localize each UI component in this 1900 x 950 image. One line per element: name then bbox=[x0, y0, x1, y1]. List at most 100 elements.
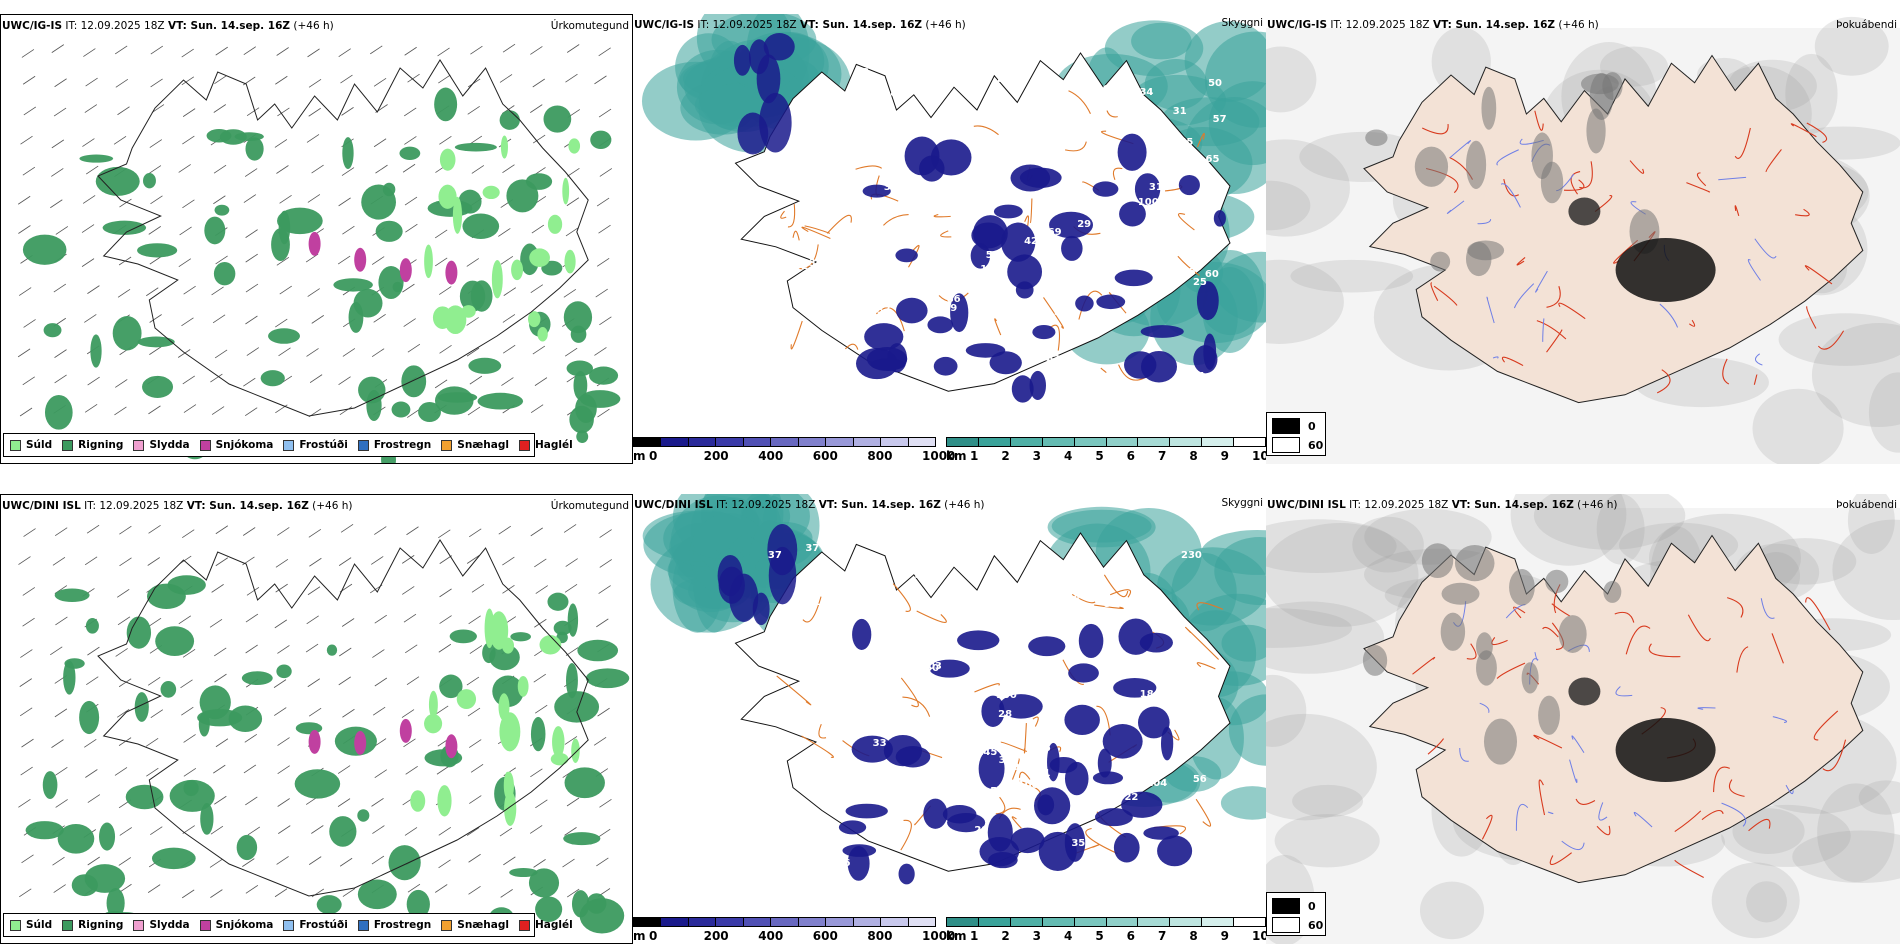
drizzle-area bbox=[550, 752, 569, 766]
wind-barb bbox=[210, 889, 223, 898]
wind-barb bbox=[402, 163, 416, 173]
wind-barb bbox=[530, 46, 543, 55]
visibility-colorbar bbox=[946, 437, 1266, 447]
wind-barb bbox=[502, 43, 516, 53]
road bbox=[1029, 198, 1033, 224]
rain-area bbox=[260, 370, 285, 387]
wind-barb bbox=[502, 344, 516, 354]
low-cloud-area bbox=[971, 222, 1006, 249]
low-cloud-area bbox=[1143, 826, 1179, 840]
rain-area bbox=[528, 868, 560, 898]
wind-barb bbox=[407, 73, 420, 83]
rain-area bbox=[418, 402, 441, 422]
wind-barb bbox=[245, 253, 258, 263]
fog-title: Þokuábendi bbox=[1836, 499, 1897, 511]
road bbox=[1064, 141, 1087, 152]
rain-area bbox=[563, 301, 593, 334]
wind-barb bbox=[374, 677, 388, 687]
road bbox=[1701, 809, 1724, 821]
low-cloud-area bbox=[1007, 254, 1043, 290]
wind-barb bbox=[86, 676, 99, 685]
low-cloud-area bbox=[898, 863, 915, 885]
wind-barb bbox=[438, 74, 451, 84]
rain-area bbox=[25, 821, 64, 840]
cloud-base-label: 56 bbox=[788, 148, 803, 160]
legend-item: Snæhagl bbox=[441, 919, 509, 931]
wind-barb bbox=[150, 45, 164, 55]
rain-area bbox=[333, 278, 373, 292]
low-cloud-area bbox=[1102, 724, 1143, 759]
colorbar-segment bbox=[688, 438, 717, 446]
wind-barb bbox=[341, 618, 355, 627]
road bbox=[801, 226, 831, 239]
cloud-base-label: 145 bbox=[976, 747, 998, 759]
colorbar-segment bbox=[716, 918, 744, 926]
wind-barb bbox=[84, 104, 98, 113]
precip-legend: Súld Rigning Slydda Snjókoma Frostúði Frostre… bbox=[3, 433, 573, 457]
road bbox=[1110, 589, 1132, 598]
low-cloud-area bbox=[1064, 704, 1100, 736]
wind-barb bbox=[50, 199, 63, 209]
road bbox=[826, 214, 852, 234]
low-cloud-area bbox=[999, 694, 1043, 719]
colorbar-tick: 7 bbox=[1158, 929, 1167, 943]
wind-barb bbox=[467, 106, 480, 115]
road bbox=[1491, 637, 1508, 646]
rain-area bbox=[357, 879, 397, 910]
fog-area bbox=[1465, 241, 1492, 277]
road bbox=[1674, 810, 1702, 833]
snow-area bbox=[399, 718, 412, 743]
low-cloud-area bbox=[864, 323, 904, 351]
panel-title: UWC/IG-IS IT: 12.09.2025 18Z VT: Sun. 14… bbox=[1267, 19, 1599, 31]
legend-swatch bbox=[357, 919, 369, 931]
panel-title: UWC/IG-IS IT: 12.09.2025 18Z VT: Sun. 14… bbox=[2, 20, 334, 32]
colorbar-segment bbox=[1106, 918, 1139, 926]
fog-area bbox=[1568, 677, 1601, 706]
rain-area bbox=[200, 802, 214, 835]
cloud-base-label: 44 bbox=[1002, 538, 1017, 550]
wind-barb bbox=[373, 138, 387, 148]
legend-label: Súld bbox=[26, 919, 53, 931]
wind-barb bbox=[466, 258, 479, 267]
fog-shade bbox=[1533, 494, 1686, 550]
wind-barb bbox=[150, 826, 163, 836]
wind-barb bbox=[183, 767, 197, 777]
low-cloud-area bbox=[733, 44, 751, 76]
drizzle-area bbox=[571, 738, 580, 763]
fog-area bbox=[1440, 612, 1466, 651]
rain-area bbox=[571, 890, 590, 918]
wind-barb bbox=[277, 765, 290, 775]
cloud-base-label: 184 bbox=[1139, 689, 1161, 701]
rain-area bbox=[79, 700, 100, 735]
fog-shade bbox=[1754, 538, 1857, 585]
wind-barb bbox=[467, 78, 481, 88]
wind-barb bbox=[340, 74, 353, 84]
low-cloud-area bbox=[981, 695, 1005, 727]
wind-barb bbox=[83, 48, 96, 57]
wind-barb bbox=[596, 857, 609, 867]
wind-barb bbox=[599, 168, 613, 177]
drizzle-area bbox=[424, 714, 443, 734]
river bbox=[1755, 353, 1763, 366]
low-cloud-area bbox=[1078, 623, 1104, 658]
colorbar-segment bbox=[743, 438, 772, 446]
road bbox=[1570, 171, 1581, 195]
road bbox=[883, 214, 909, 226]
rain-area bbox=[214, 204, 230, 216]
colorbar-segment bbox=[908, 438, 935, 446]
rain-area bbox=[85, 618, 99, 634]
fog-shade bbox=[1811, 323, 1900, 428]
river bbox=[1535, 270, 1548, 293]
visibility-colorbar bbox=[946, 917, 1266, 927]
wind-barb bbox=[54, 349, 67, 358]
wind-barb bbox=[535, 585, 548, 594]
cloud-base-label: 31 bbox=[1148, 181, 1163, 193]
wind-barb bbox=[211, 286, 224, 296]
legend-item: Frostúði bbox=[283, 919, 348, 931]
wind-barb bbox=[338, 48, 351, 58]
cloud-base-label: 55 bbox=[990, 785, 1004, 797]
road bbox=[1822, 739, 1847, 772]
low-cloud-area bbox=[896, 297, 928, 324]
colorbar-tick: 2 bbox=[1001, 449, 1010, 463]
legend-swatch bbox=[133, 439, 145, 451]
